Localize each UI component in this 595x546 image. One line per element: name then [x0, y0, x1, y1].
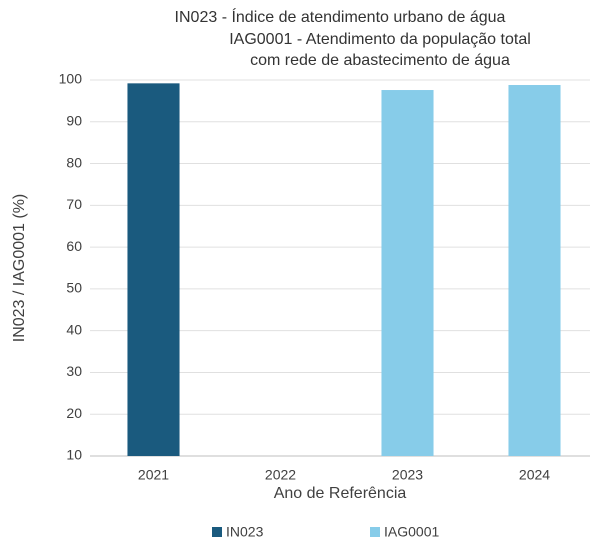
x-tick-label: 2023 — [392, 467, 423, 483]
legend-label: IN023 — [226, 524, 264, 540]
chart-subtitle: IAG0001 - Atendimento da população total… — [229, 31, 531, 69]
y-tick-label: 20 — [66, 405, 82, 421]
y-tick-label: 60 — [66, 238, 82, 254]
x-axis-label: Ano de Referência — [274, 485, 407, 502]
legend-swatch — [212, 527, 222, 537]
bar — [508, 85, 561, 456]
y-tick-label: 50 — [66, 280, 82, 296]
chart-title: IN023 - Índice de atendimento urbano de … — [174, 9, 506, 26]
y-tick-label: 80 — [66, 154, 82, 170]
x-tick-label: 2022 — [265, 467, 296, 483]
y-tick-label: 10 — [66, 447, 82, 463]
legend-swatch — [370, 527, 380, 537]
y-tick-label: 40 — [66, 321, 82, 337]
y-tick-label: 30 — [66, 363, 82, 379]
y-tick-label: 100 — [59, 71, 83, 87]
x-tick-label: 2021 — [138, 467, 169, 483]
bar — [127, 83, 180, 456]
bar — [381, 90, 434, 456]
legend-label: IAG0001 — [384, 524, 439, 540]
y-tick-label: 70 — [66, 196, 82, 212]
x-tick-label: 2024 — [519, 467, 550, 483]
y-axis-label: IN023 / IAG0001 (%) — [11, 194, 28, 343]
y-tick-label: 90 — [66, 112, 82, 128]
